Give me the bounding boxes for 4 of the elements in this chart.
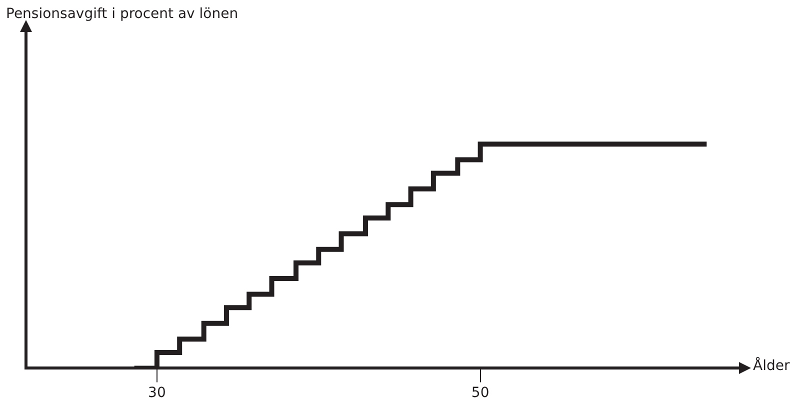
text: Pensionsavgift i procent av lönen [6, 6, 238, 22]
x-tick-label: 30 [148, 385, 166, 402]
x-tick-label: 50 [471, 385, 490, 402]
x-axis-title: Ålder [753, 358, 790, 374]
